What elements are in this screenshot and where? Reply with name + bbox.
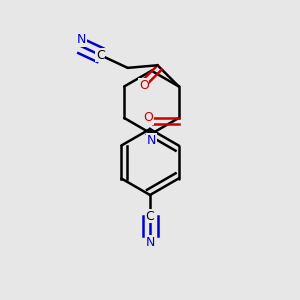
Text: N: N [77, 33, 86, 46]
Text: O: O [139, 79, 149, 92]
Text: N: N [145, 236, 155, 248]
Text: C: C [146, 209, 154, 223]
Text: C: C [96, 49, 105, 62]
Text: N: N [147, 134, 156, 147]
Text: O: O [143, 112, 153, 124]
